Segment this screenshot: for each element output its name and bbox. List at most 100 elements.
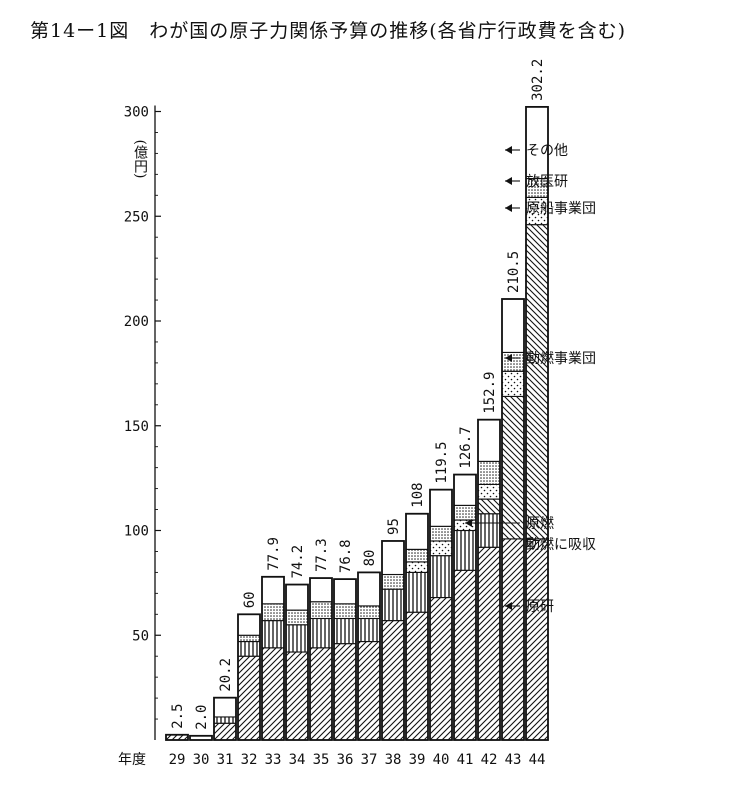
bar-segment	[405, 611, 429, 741]
x-tick-label: 29	[169, 752, 186, 768]
bar-segment	[357, 571, 381, 607]
bar-segment	[237, 640, 261, 657]
bar-outline	[165, 733, 189, 741]
x-tick-label: 40	[433, 752, 450, 768]
bar-segment	[213, 697, 237, 718]
bar-segment	[309, 577, 333, 603]
annotation-label: 動燃に吸収	[526, 536, 596, 553]
y-tick-label: 250	[124, 209, 149, 225]
x-tick-label: 33	[265, 752, 282, 768]
bar-segment	[453, 474, 477, 506]
bar-segment	[525, 538, 549, 741]
y-tick-label: 150	[124, 419, 149, 435]
bar-segment	[381, 620, 405, 741]
annotation-label: 原船事業団	[526, 201, 596, 217]
bar-segment	[429, 489, 453, 527]
bar-outline	[501, 298, 525, 741]
chart-title: 第14ー1図 わが国の原子力関係予算の推移(各省庁行政費を含む)	[30, 20, 627, 42]
bar-segment	[429, 525, 453, 542]
bar-segment	[237, 613, 261, 636]
bar-outline	[405, 512, 429, 741]
bar-segment	[477, 483, 501, 500]
bar-segment	[381, 540, 405, 576]
bar-segment	[213, 722, 237, 741]
x-tick-label: 35	[313, 752, 330, 768]
bar-segment	[453, 504, 477, 521]
bar-segment	[309, 647, 333, 741]
bar-outline	[213, 696, 237, 741]
bar-outline	[357, 571, 381, 741]
annotation-label: 動燃事業団	[526, 350, 596, 367]
bar-segment	[309, 617, 333, 649]
arrow-head	[505, 177, 512, 185]
bar-outline	[285, 583, 309, 741]
bar-segment	[429, 596, 453, 741]
x-tick-label: 32	[241, 752, 258, 768]
bar-segment	[405, 548, 429, 563]
total-labels: 2.5 2.0 20.2 60 77.9 74.2 77.3 76.8 80 95 108 119.5…	[170, 59, 546, 730]
bar-total-label: 119.5	[434, 441, 450, 483]
arrow-head	[505, 146, 512, 154]
bar-segment	[309, 601, 333, 620]
bar-segment	[333, 643, 357, 741]
x-tick-label: 31	[217, 752, 234, 768]
bar-segment	[261, 576, 285, 605]
bar-segment	[285, 624, 309, 653]
annotation-label: 放医研	[526, 174, 568, 190]
x-axis-label: 年度	[118, 752, 146, 768]
bar-segment	[405, 571, 429, 613]
bar-outline	[429, 488, 453, 741]
bar-total-label: 60	[242, 591, 258, 608]
annotation-label: 原燃	[526, 515, 554, 532]
bar-segment	[285, 651, 309, 741]
bar-segment	[477, 546, 501, 741]
bar-total-label: 74.2	[290, 545, 306, 579]
bar-segment	[405, 561, 429, 573]
bar-total-label: 77.9	[266, 537, 282, 571]
bar-segment	[357, 617, 381, 643]
bar-outline	[237, 613, 261, 741]
arrow-head	[505, 354, 512, 362]
bar-total-label: 95	[386, 518, 402, 535]
bar-segment	[453, 569, 477, 741]
bar-total-label: 108	[410, 482, 426, 507]
bar-segment	[213, 716, 237, 724]
bar-segment	[333, 617, 357, 645]
arrow-head	[505, 602, 512, 610]
bar-segment	[501, 395, 525, 540]
bar-outline	[309, 577, 333, 741]
bar-total-label: 77.3	[314, 538, 330, 572]
bar-outline	[525, 105, 549, 741]
bar-segment	[381, 573, 405, 590]
bar-total-label: 210.5	[506, 251, 522, 293]
x-axis: 29 30 31 32 33 34 35 36 37 38 39 40 41 42 43 44 年度	[118, 752, 545, 768]
x-tick-label: 30	[193, 752, 210, 768]
annotation-label: その他	[526, 143, 568, 159]
bar-outline	[453, 473, 477, 741]
bar-total-label: 152.9	[482, 372, 498, 414]
bar-segment	[261, 620, 285, 649]
bar-segment	[429, 540, 453, 557]
bar-segment	[501, 538, 525, 741]
bar-segment	[501, 370, 525, 397]
bar-segment	[237, 655, 261, 741]
bar-segment	[429, 555, 453, 599]
bar-segment	[285, 584, 309, 611]
y-tick-label: 100	[124, 524, 149, 540]
annotation-label: 原研	[526, 599, 554, 615]
bar-total-label: 80	[362, 550, 378, 567]
bar-segment	[453, 519, 477, 532]
y-tick-label: 50	[132, 628, 149, 644]
bar-total-label: 2.0	[194, 705, 210, 730]
bar-outline	[261, 575, 285, 741]
bars-group	[165, 105, 549, 741]
x-tick-label: 41	[457, 752, 474, 768]
arrow-head	[465, 519, 472, 527]
bar-outline	[333, 578, 357, 741]
bar-total-label: 126.7	[458, 426, 474, 468]
bar-segment	[477, 419, 501, 462]
bar-segment	[285, 609, 309, 626]
bar-outline	[381, 540, 405, 741]
bar-segment	[357, 605, 381, 620]
